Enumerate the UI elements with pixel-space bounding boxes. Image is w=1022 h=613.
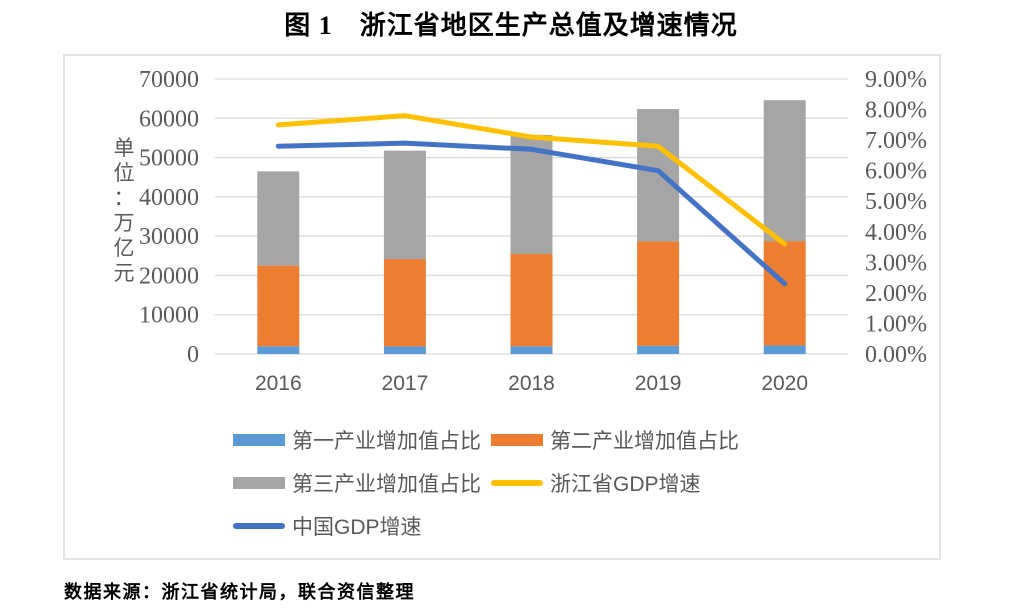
unit-label-char: 万 [113, 212, 135, 235]
right-axis-tick-label: 2.00% [865, 281, 927, 307]
legend-item-zhejiang-gdp-growth: 浙江省GDP增速 [491, 470, 739, 496]
bar-segment-tertiary-industry-2019 [637, 109, 680, 242]
right-axis-tick-label: 0.00% [865, 342, 927, 368]
left-axis-tick-label: 70000 [139, 67, 199, 93]
left-axis-tick-label: 60000 [139, 106, 199, 132]
x-axis-tick-label: 2017 [382, 372, 429, 395]
legend-item-primary-industry: 第一产业增加值占比 [233, 427, 491, 453]
x-axis-tick-label: 2016 [255, 372, 302, 395]
unit-label-char: 亿 [113, 237, 135, 260]
right-axis-tick-label: 4.00% [865, 220, 927, 246]
legend-swatch-primary-industry [233, 433, 285, 446]
legend-label-secondary-industry: 第二产业增加值占比 [550, 429, 739, 453]
right-axis-tick-label: 1.00% [865, 311, 927, 337]
bar-segment-tertiary-industry-2018 [510, 134, 553, 254]
left-axis-tick-label: 50000 [139, 146, 199, 172]
bar-segment-secondary-industry-2019 [637, 241, 680, 346]
left-axis-tick-label: 10000 [139, 303, 199, 329]
chart-legend: 第一产业增加值占比 第二产业增加值占比第三产业增加值占比 浙江省GDP增速中国GDP… [233, 427, 739, 539]
left-axis-tick-label: 0 [187, 342, 199, 368]
legend-swatch-secondary-industry [491, 433, 543, 446]
bar-segment-primary-industry-2019 [637, 345, 680, 354]
right-axis-tick-label: 8.00% [865, 98, 927, 124]
right-axis-tick-label: 7.00% [865, 128, 927, 154]
right-axis-tick-label: 5.00% [865, 189, 927, 215]
china-gdp-growth-line [275, 140, 788, 287]
bar-segment-primary-industry-2018 [510, 346, 553, 354]
x-axis-tick-label: 2019 [635, 372, 682, 395]
bar-segment-tertiary-industry-2016 [257, 171, 300, 266]
left-axis-tick-label: 30000 [139, 224, 199, 250]
unit-label-char: 位 [113, 162, 135, 185]
legend-label-china-gdp-growth: 中国GDP增速 [292, 515, 422, 539]
bar-segment-secondary-industry-2020 [763, 241, 806, 346]
legend-label-tertiary-industry: 第三产业增加值占比 [292, 472, 481, 496]
bar-segment-tertiary-industry-2020 [763, 100, 806, 242]
legend-label-zhejiang-gdp-growth: 浙江省GDP增速 [550, 472, 701, 496]
left-axis-tick-label: 40000 [139, 185, 199, 211]
legend-item-china-gdp-growth: 中国GDP增速 [233, 513, 491, 539]
right-axis-tick-label: 9.00% [865, 67, 927, 93]
chart-title: 图 1 浙江省地区生产总值及增速情况 [284, 11, 738, 40]
bar-segment-secondary-industry-2017 [383, 259, 426, 347]
right-axis-tick-label: 3.00% [865, 250, 927, 276]
x-axis-tick-label: 2020 [761, 372, 808, 395]
x-axis-tick-label: 2018 [508, 372, 555, 395]
bar-segment-primary-industry-2020 [763, 345, 806, 354]
chart-frame: 0 10000 20000 30000 40000 50000 60000 70000 0.00… [63, 54, 941, 560]
bar-segment-primary-industry-2017 [383, 346, 426, 354]
bar-segment-secondary-industry-2018 [510, 253, 553, 347]
left-axis-tick-label: 20000 [139, 263, 199, 289]
legend-swatch-tertiary-industry [233, 476, 285, 489]
legend-swatch-china-gdp-growth [233, 522, 285, 529]
bar-segment-secondary-industry-2016 [257, 265, 300, 347]
source-note: 数据来源：浙江省统计局，联合资信整理 [64, 582, 415, 602]
legend-item-tertiary-industry: 第三产业增加值占比 [233, 470, 491, 496]
zhejiang-gdp-growth-line [275, 113, 788, 247]
bar-segment-primary-industry-2016 [257, 346, 300, 354]
left-axis-unit-label: 单位：万亿元 [107, 136, 141, 286]
legend-swatch-zhejiang-gdp-growth [491, 479, 543, 486]
unit-label-char: 元 [113, 262, 135, 285]
bar-segment-tertiary-industry-2017 [383, 150, 426, 260]
legend-label-primary-industry: 第一产业增加值占比 [292, 429, 481, 453]
legend-item-secondary-industry: 第二产业增加值占比 [491, 427, 739, 453]
unit-label-char: 单 [113, 137, 135, 160]
right-axis-tick-label: 6.00% [865, 159, 927, 185]
unit-label-char: ： [113, 187, 135, 210]
chart-canvas: 0 10000 20000 30000 40000 50000 60000 70000 0.00… [139, 67, 927, 395]
